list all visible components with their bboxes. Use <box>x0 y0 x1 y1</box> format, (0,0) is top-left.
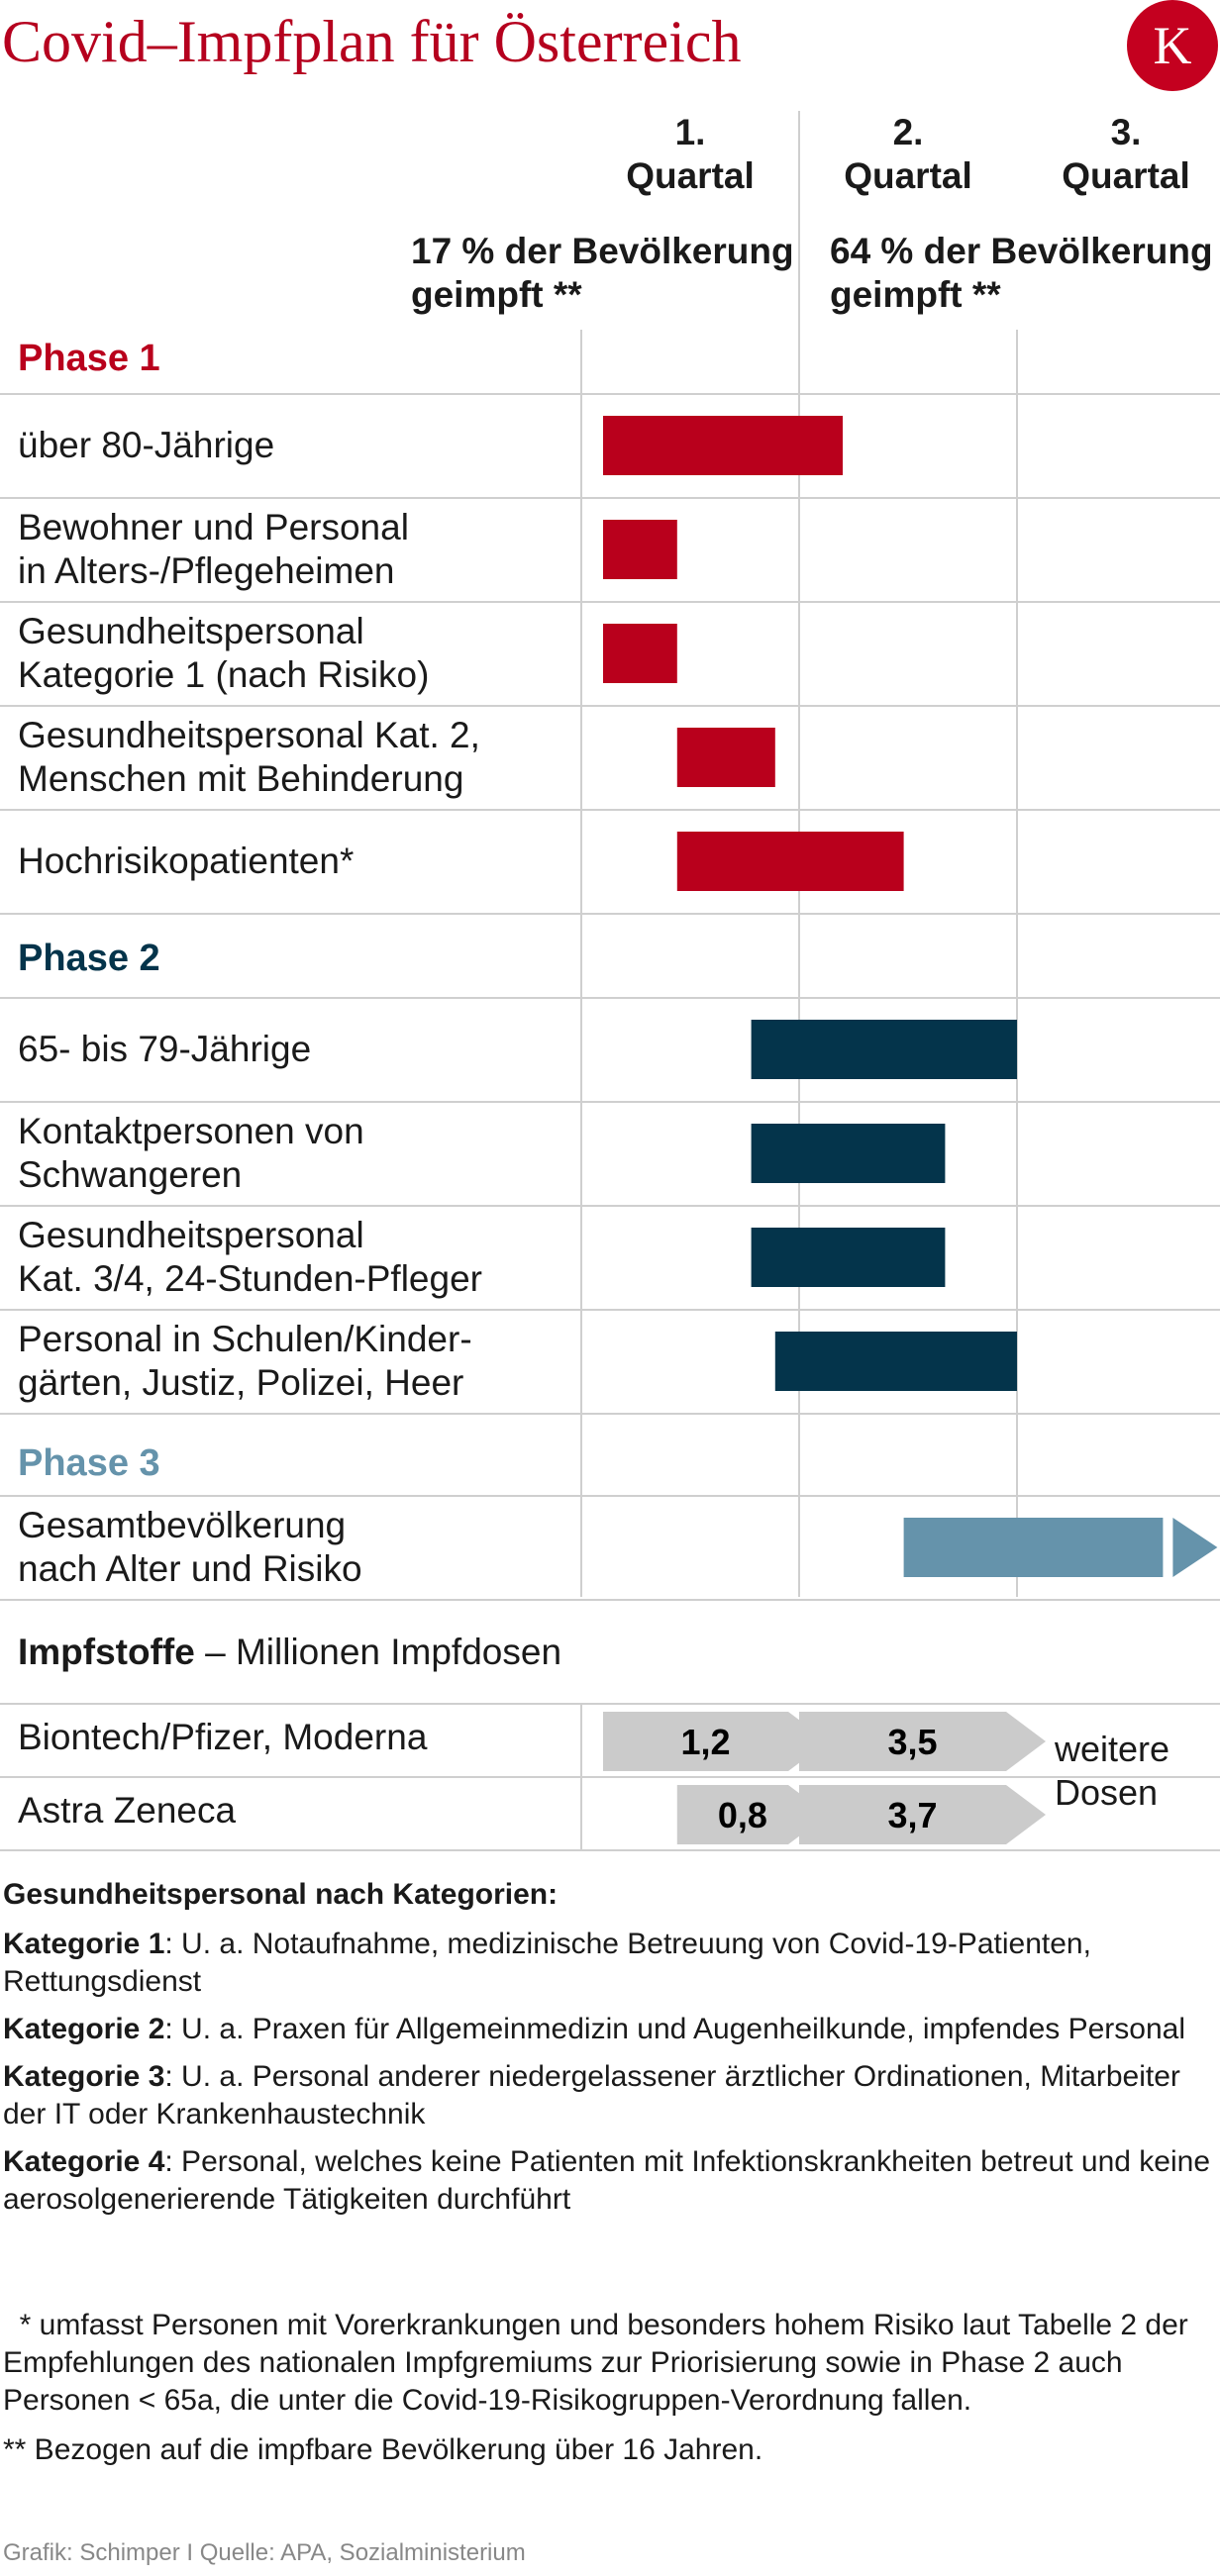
dose-value-label: 3,5 <box>887 1722 937 1762</box>
category-notes: Gesundheitspersonal nach Kategorien: Kat… <box>3 1876 1217 2229</box>
dose-arrow <box>676 1785 828 1844</box>
dose-arrow <box>799 1785 1046 1844</box>
vaccinated-share-q1-line2: geimpft ** <box>411 274 582 315</box>
timeline-bar <box>774 1332 1017 1391</box>
category-note: Kategorie 4: Personal, welches keine Pat… <box>3 2143 1217 2219</box>
category-note-key: Kategorie 4 <box>3 2145 165 2178</box>
continuation-arrow <box>1172 1518 1218 1577</box>
timeline-bar <box>676 832 904 891</box>
quarter-q3-number: 3. <box>1110 112 1142 152</box>
row-label: 65- bis 79-Jährige <box>18 1029 312 1069</box>
row-label: Personal in Schulen/Kinder- gärten, Just… <box>18 1319 472 1403</box>
footnote-star: * umfasst Personen mit Vorerkrankungen u… <box>3 2309 1188 2417</box>
timeline-bar <box>603 416 843 475</box>
source-credit: Grafik: Schimper I Quelle: APA, Sozialmi… <box>3 2539 526 2566</box>
quarter-header-q2: 2. Quartal <box>799 111 1017 198</box>
row-label: Bewohner und Personal in Alters-/Pflegeh… <box>18 507 409 591</box>
page-title: Covid–Impfplan für Österreich <box>2 9 742 74</box>
vaccines-title: Impfstoffe – Millionen Impfdosen <box>18 1632 561 1673</box>
vaccinated-share-q1-line1: 17 % der Bevölkerung <box>411 231 794 271</box>
timeline-bar <box>603 520 677 579</box>
dose-value-label: 3,7 <box>887 1795 937 1835</box>
quarter-q1-label: Quartal <box>626 155 755 196</box>
further-doses-note: weitere Dosen <box>1055 1728 1169 1815</box>
phase-heading: Phase 2 <box>18 938 160 979</box>
quarter-q2-number: 2. <box>892 112 924 152</box>
vaccination-timeline-chart: 1,2 3,5 0,8 3,7 <box>0 111 1220 1851</box>
row-label: Gesundheitspersonal Kat. 2, Menschen mit… <box>18 715 480 799</box>
vaccinated-share-q2-line1: 64 % der Bevölkerung <box>830 231 1213 271</box>
category-note-text: : U. a. Personal anderer niedergelassene… <box>3 2060 1180 2130</box>
quarter-q1-number: 1. <box>674 112 706 152</box>
category-note-key: Kategorie 2 <box>3 2013 165 2045</box>
timeline-bar <box>751 1020 1017 1079</box>
row-label: Gesamtbevölkerung nach Alter und Risiko <box>18 1505 362 1589</box>
phase-heading: Phase 3 <box>18 1442 160 1484</box>
category-note-key: Kategorie 3 <box>3 2060 165 2093</box>
vaccinated-share-q2-line2: geimpft ** <box>830 274 1001 315</box>
category-note: Kategorie 1: U. a. Notaufnahme, medizini… <box>3 1926 1217 2001</box>
kurier-logo: K <box>1127 0 1218 91</box>
category-note-key: Kategorie 1 <box>3 1928 165 1960</box>
vaccines-title-bold: Impfstoffe <box>18 1632 195 1672</box>
category-note-text: : U. a. Praxen für Allgemeinmedizin und … <box>164 2013 1186 2045</box>
quarter-header-q3: 3. Quartal <box>1017 111 1220 198</box>
row-label: Gesundheitspersonal Kat. 3/4, 24-Stunden… <box>18 1215 482 1299</box>
category-notes-heading: Gesundheitspersonal nach Kategorien: <box>3 1878 559 1911</box>
dose-arrow <box>603 1712 828 1771</box>
timeline-bar <box>903 1518 1164 1577</box>
timeline-bar <box>603 624 677 683</box>
category-note-text: : U. a. Notaufnahme, medizinische Betreu… <box>3 1928 1091 1998</box>
timeline-bar <box>751 1124 946 1183</box>
vaccines-title-rest: – Millionen Impfdosen <box>194 1632 562 1672</box>
row-label: Gesundheitspersonal Kategorie 1 (nach Ri… <box>18 611 430 695</box>
dose-row-label: Biontech/Pfizer, Moderna <box>18 1717 428 1757</box>
row-label: Hochrisikopatienten* <box>18 841 355 881</box>
row-label: Kontaktpersonen von Schwangeren <box>18 1111 364 1195</box>
footnote-double-star: ** Bezogen auf die impfbare Bevölkerung … <box>3 2433 763 2466</box>
dose-row-label: Astra Zeneca <box>18 1790 237 1831</box>
dose-value-label: 1,2 <box>680 1722 730 1762</box>
timeline-bar <box>676 728 775 787</box>
further-doses-line2: Dosen <box>1055 1772 1159 1813</box>
dose-value-label: 0,8 <box>718 1795 767 1835</box>
further-doses-line1: weitere <box>1055 1729 1170 1769</box>
dose-arrow <box>799 1712 1046 1771</box>
phase-heading: Phase 1 <box>18 338 160 379</box>
vaccinated-share-q1: 17 % der Bevölkerung geimpft ** <box>411 230 794 317</box>
quarter-q2-label: Quartal <box>844 155 972 196</box>
footnotes: * umfasst Personen mit Vorerkrankungen u… <box>3 2307 1217 2481</box>
category-note: Kategorie 2: U. a. Praxen für Allgemeinm… <box>3 2011 1217 2048</box>
row-label: über 80-Jährige <box>18 425 275 465</box>
timeline-bar <box>751 1228 946 1287</box>
category-note: Kategorie 3: U. a. Personal anderer nied… <box>3 2058 1217 2133</box>
quarter-header-q1: 1. Quartal <box>581 111 799 198</box>
category-note-text: : Personal, welches keine Patienten mit … <box>3 2145 1211 2216</box>
vaccinated-share-q2: 64 % der Bevölkerung geimpft ** <box>830 230 1213 317</box>
quarter-q3-label: Quartal <box>1062 155 1190 196</box>
